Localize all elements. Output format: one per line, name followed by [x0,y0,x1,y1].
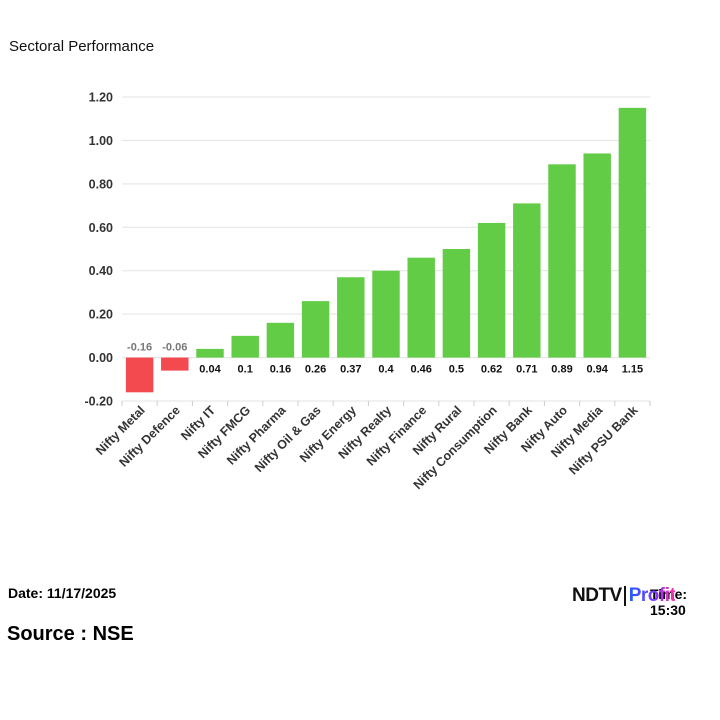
data-label: 0.16 [270,364,291,376]
bar-chart: -0.20 0.00 0.20 0.40 0.60 0.80 1.00 1.20 -0.16 Ni… [85,91,651,492]
data-label: -0.06 [162,342,187,354]
data-label: 0.4 [378,364,394,376]
bar [477,222,506,358]
bar [266,322,295,358]
data-label: -0.16 [127,342,152,354]
bar [125,357,154,393]
data-label: 0.04 [199,364,221,376]
bar [337,277,365,358]
data-label: 0.37 [340,364,361,376]
data-label: 0.89 [551,364,572,376]
data-label: 0.1 [238,364,253,376]
data-label: 0.26 [305,364,326,376]
y-tick-label: 0.80 [89,177,113,191]
y-tick-label: 0.40 [89,264,113,278]
date-label: Date: 11/17/2025 [8,585,117,601]
y-tick-label: 1.20 [89,91,113,105]
bar [442,249,471,358]
data-label: 0.94 [586,364,608,376]
y-tick-label: 0.20 [89,308,113,322]
time-label: Time: 15:30 [650,586,687,618]
data-label: 0.46 [410,364,431,376]
bar [161,357,189,371]
bar [196,348,224,358]
bar [583,153,611,358]
data-label: 1.15 [622,364,643,376]
logo-separator [623,586,626,606]
data-label: 0.62 [481,364,502,376]
y-tick-label: 0.60 [89,221,113,235]
x-tick-label: Nifty Defence [117,403,183,469]
data-label: 0.71 [516,364,537,376]
y-tick-label: 1.00 [89,134,113,148]
bar [372,270,400,358]
bar [231,335,259,358]
logo-profit-text: Profit [628,585,676,606]
data-label: 0.5 [449,364,464,376]
bar [301,301,330,358]
bar [407,257,435,358]
ndtv-profit-logo: NDTV Profit [572,585,676,607]
source-label: Source : NSE [7,623,134,645]
logo-ndtv-text: NDTV [572,585,622,606]
bar [548,164,576,358]
page-title: Sectoral Performance [9,38,155,55]
bar [513,203,541,358]
y-tick-label: -0.20 [85,395,114,409]
y-tick-label: 0.00 [89,351,113,365]
bar [618,107,647,358]
